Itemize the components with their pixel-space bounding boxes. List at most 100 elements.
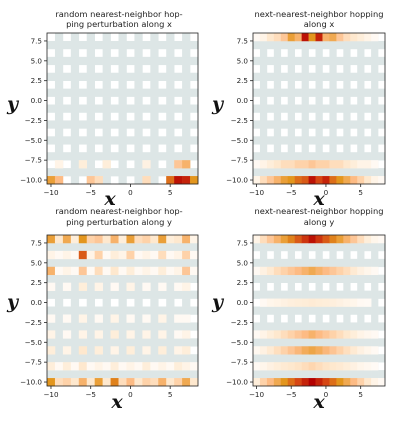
lattice-cell [336,322,344,331]
y-tick-label: −7.5 [231,156,248,165]
lattice-cell [308,370,316,379]
heat-cell [174,330,183,339]
lattice-cell [357,112,365,121]
lattice-cell [174,274,183,283]
heat-cell [266,160,275,169]
lattice-cell [308,40,316,50]
lattice-cell [350,370,358,379]
lattice-cell [301,144,309,153]
lattice-cell [287,354,295,363]
lattice-cell [118,322,127,331]
heat-cell [301,33,309,42]
heat-cell [142,314,151,323]
lattice-cell [174,152,183,161]
lattice-cell [142,56,151,66]
lattice-cell [134,330,143,339]
heat-cell [294,160,302,169]
lattice-cell [364,104,372,113]
heat-cell [47,250,56,260]
lattice-cell [329,258,337,268]
lattice-cell [343,104,351,113]
lattice-cell [166,282,175,291]
lattice-cell [182,258,191,268]
lattice-cell [329,80,337,89]
lattice-cell [329,290,337,299]
heat-cell [301,298,309,307]
heat-cell [86,176,95,185]
lattice-cell [308,274,316,283]
heat-cell [190,250,199,260]
lattice-cell [357,322,365,331]
lattice-cell [280,136,289,145]
heat-cell [62,282,72,291]
lattice-cell [273,136,282,145]
lattice-cell [294,258,302,268]
lattice-cell [102,56,111,66]
lattice-cell [118,258,127,268]
lattice-cell [343,168,351,177]
lattice-cell [343,274,351,283]
lattice-cell [253,136,261,145]
lattice-cell [315,56,323,66]
lattice-cell [102,298,111,307]
heat-cell [350,330,358,339]
lattice-cell [174,322,183,331]
lattice-cell [357,290,365,299]
lattice-cell [259,144,268,153]
lattice-cell [301,258,309,268]
lattice-cell [294,136,302,145]
lattice-cell [322,354,330,363]
heat-cell [126,378,135,387]
heat-cell [253,378,261,387]
lattice-cell [357,136,365,145]
heat-cell [343,362,351,371]
heat-cell [142,176,151,185]
heat-cell [378,176,386,185]
lattice-cell [118,152,127,161]
heat-cell [47,346,56,355]
lattice-cell [371,64,379,74]
heat-cell [343,176,351,185]
lattice-cell [70,128,80,137]
lattice-cell [110,258,119,268]
lattice-cell [118,330,127,339]
lattice-cell [47,72,56,81]
heat-cell [336,266,344,276]
lattice-cell [301,306,309,315]
lattice-cell [166,290,175,299]
heat-cell [266,176,275,185]
lattice-cell [329,152,337,161]
lattice-cell [182,144,191,153]
lattice-cell [266,370,275,379]
lattice-cell [86,370,95,379]
x-tick-label: 0 [324,188,329,197]
lattice-cell [287,64,295,74]
lattice-cell [378,274,386,283]
lattice-cell [47,120,56,129]
x-axis-label: x [312,391,325,413]
lattice-cell [315,64,323,74]
lattice-cell [315,282,323,291]
heat-cell [190,266,199,276]
lattice-cell [364,136,372,145]
heat-cell [158,362,167,371]
heat-cell [174,235,183,244]
heat-cell [259,176,268,185]
heat-cell [357,235,365,244]
lattice-cell [47,168,56,177]
lattice-cell [343,354,351,363]
lattice-cell [62,338,72,347]
lattice-cell [287,40,295,50]
heat-cell [315,378,323,387]
lattice-cell [150,370,159,379]
heat-cell [315,362,323,371]
lattice-cell [266,72,275,81]
lattice-cell [329,64,337,74]
heat-cell [336,33,344,42]
lattice-cell [308,306,316,315]
lattice-cell [357,274,365,283]
lattice-cell [47,338,56,347]
lattice-cell [110,136,119,145]
lattice-cell [78,370,88,379]
lattice-cell [86,258,95,268]
